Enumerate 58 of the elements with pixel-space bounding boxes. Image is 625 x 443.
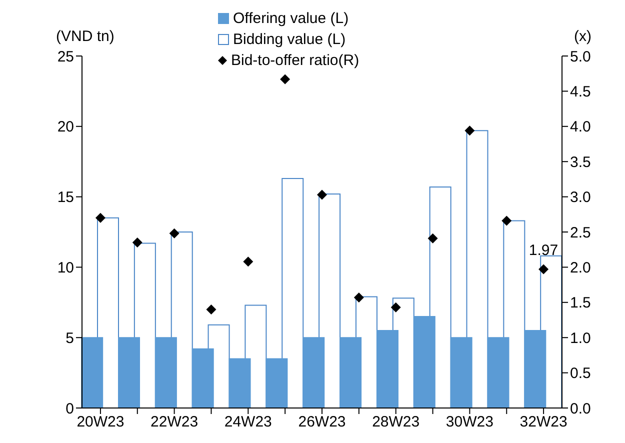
x-tick-label: 32W23 — [520, 414, 568, 431]
y2-tick-label: 5.0 — [570, 48, 591, 66]
bar — [450, 337, 472, 408]
point — [169, 228, 180, 238]
y2-tick-label: 1.0 — [570, 330, 591, 347]
bar — [192, 348, 214, 408]
bar — [266, 358, 288, 408]
point — [243, 256, 254, 267]
y2-tick-label: 0.0 — [570, 400, 591, 418]
bar — [487, 337, 510, 408]
bar — [228, 358, 251, 408]
y2-tick-label: 4.5 — [570, 84, 591, 101]
y2-tick-label: 3.5 — [570, 154, 591, 171]
bar — [466, 130, 488, 408]
bar — [302, 337, 325, 408]
point — [317, 190, 327, 200]
point — [390, 302, 401, 312]
y-tick-label: 10 — [57, 260, 74, 277]
point — [95, 212, 106, 223]
y-tick-label: 5 — [66, 330, 74, 347]
y2-tick-label: 3.0 — [570, 189, 591, 206]
y2-tick-label: 0.5 — [570, 365, 591, 382]
y-tick-label: 25 — [57, 48, 74, 66]
y2-tick-label: 2.0 — [570, 260, 591, 277]
y2-tick-label: 2.5 — [570, 224, 591, 242]
legend-label: Bid-to-offer ratio(R) — [231, 51, 360, 71]
bar — [282, 178, 304, 408]
y-tick-label: 0 — [66, 400, 74, 418]
bar — [376, 330, 398, 408]
y-axis-title: (VND tn) — [56, 28, 114, 45]
y2-tick-label: 1.5 — [570, 294, 591, 312]
x-tick-label: 20W23 — [76, 414, 124, 431]
y2-tick-label: 4.0 — [570, 118, 591, 136]
x-tick-label: 22W23 — [150, 414, 198, 431]
data-label: 1.97 — [528, 242, 558, 259]
legend-label: Bidding value (L) — [233, 30, 346, 50]
bar — [340, 337, 362, 408]
point — [464, 126, 475, 136]
x-tick-label: 26W23 — [298, 414, 346, 431]
point — [538, 264, 549, 274]
point — [354, 292, 364, 302]
y2-axis-title: (x) — [574, 28, 592, 45]
y-tick-label: 15 — [57, 189, 74, 206]
x-tick-label: 30W23 — [446, 414, 494, 431]
point — [280, 74, 290, 84]
bar — [81, 337, 104, 408]
legend-label: Offering value (L) — [233, 9, 349, 29]
point — [502, 216, 512, 226]
bar — [413, 316, 436, 408]
x-tick-label: 28W23 — [372, 414, 420, 431]
bar — [524, 330, 546, 408]
x-tick-label: 24W23 — [224, 414, 272, 431]
bar — [118, 337, 140, 408]
y-tick-label: 20 — [57, 118, 74, 136]
bar — [154, 337, 177, 408]
point — [428, 233, 438, 244]
point — [132, 238, 142, 248]
point — [206, 304, 216, 314]
